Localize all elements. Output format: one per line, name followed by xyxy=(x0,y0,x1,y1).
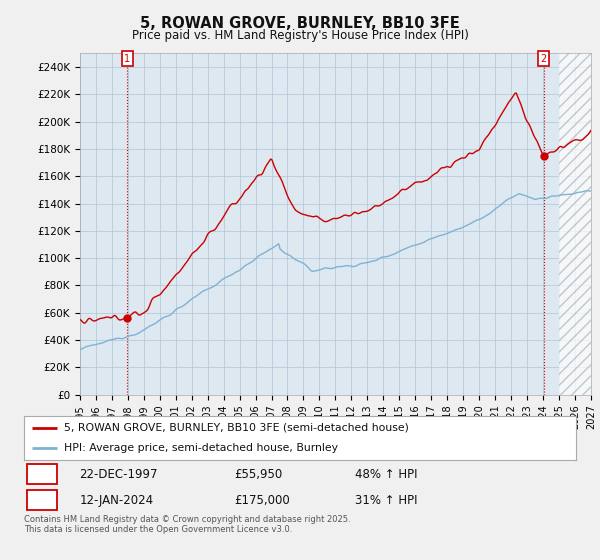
Text: HPI: Average price, semi-detached house, Burnley: HPI: Average price, semi-detached house,… xyxy=(64,443,338,453)
FancyBboxPatch shape xyxy=(27,490,57,510)
Text: £55,950: £55,950 xyxy=(234,468,282,481)
FancyBboxPatch shape xyxy=(27,464,57,484)
Text: 2: 2 xyxy=(541,54,547,64)
Text: 48% ↑ HPI: 48% ↑ HPI xyxy=(355,468,418,481)
Text: 5, ROWAN GROVE, BURNLEY, BB10 3FE: 5, ROWAN GROVE, BURNLEY, BB10 3FE xyxy=(140,16,460,31)
Bar xyxy=(559,53,591,395)
Text: Price paid vs. HM Land Registry's House Price Index (HPI): Price paid vs. HM Land Registry's House … xyxy=(131,29,469,41)
Text: 12-JAN-2024: 12-JAN-2024 xyxy=(79,493,154,507)
Text: Contains HM Land Registry data © Crown copyright and database right 2025.
This d: Contains HM Land Registry data © Crown c… xyxy=(24,515,350,534)
Text: £175,000: £175,000 xyxy=(234,493,290,507)
Text: 2: 2 xyxy=(38,493,46,507)
Text: 1: 1 xyxy=(38,468,46,481)
Text: 5, ROWAN GROVE, BURNLEY, BB10 3FE (semi-detached house): 5, ROWAN GROVE, BURNLEY, BB10 3FE (semi-… xyxy=(64,423,409,433)
Text: 22-DEC-1997: 22-DEC-1997 xyxy=(79,468,158,481)
Text: 1: 1 xyxy=(124,54,130,64)
Text: 31% ↑ HPI: 31% ↑ HPI xyxy=(355,493,418,507)
